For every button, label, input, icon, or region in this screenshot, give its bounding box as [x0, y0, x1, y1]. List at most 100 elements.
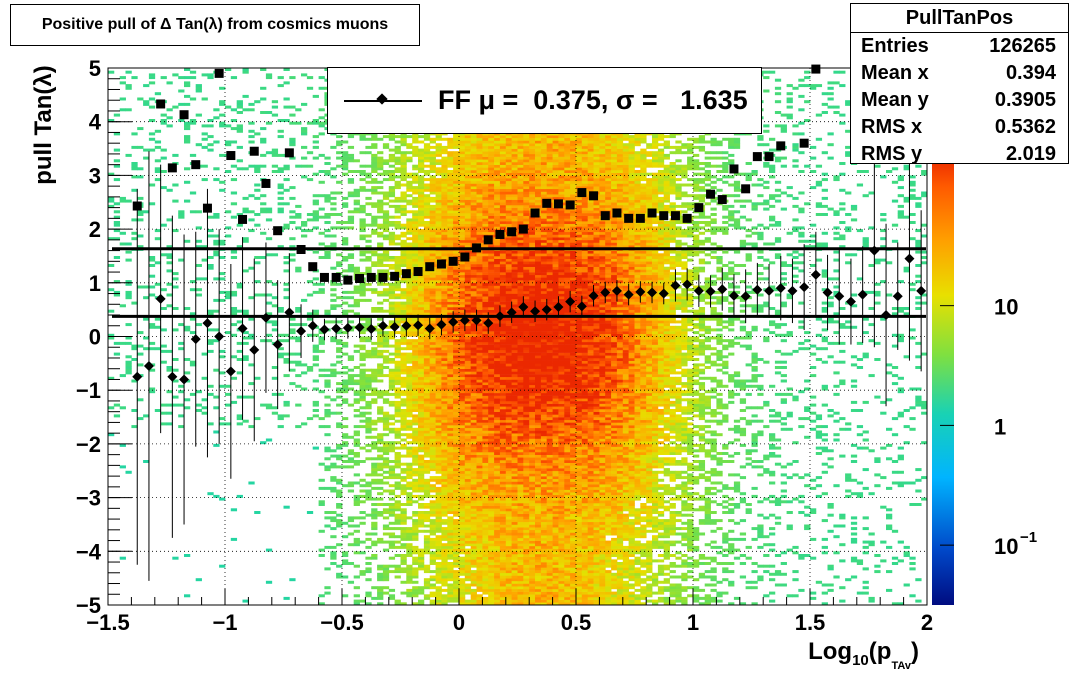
heatmap-cell: [447, 298, 454, 302]
heatmap-cell: [277, 119, 284, 122]
heatmap-cell: [377, 226, 384, 230]
heatmap-cell: [400, 137, 407, 141]
heatmap-cell: [400, 234, 407, 238]
heatmap-cell: [453, 250, 460, 254]
heatmap-cell: [377, 162, 384, 165]
heatmap-cell: [476, 390, 483, 394]
heatmap-cell: [184, 325, 191, 329]
heatmap-cell: [265, 210, 273, 214]
heatmap-cell: [459, 473, 466, 477]
heatmap-cell: [423, 194, 431, 198]
heatmap-cell: [371, 170, 378, 173]
heatmap-cell: [353, 443, 360, 447]
heatmap-cell: [435, 178, 442, 182]
heatmap-cell: [476, 484, 483, 488]
heatmap-cell: [371, 540, 378, 544]
heatmap-cell: [488, 403, 495, 407]
heatmap-cell: [318, 486, 325, 490]
heatmap-cell: [400, 508, 407, 512]
heatmap-cell: [494, 392, 501, 396]
heatmap-cell: [423, 258, 431, 262]
heatmap-cell: [353, 207, 360, 211]
heatmap-cell: [406, 156, 413, 160]
heatmap-cell: [248, 210, 255, 214]
heatmap-cell: [494, 476, 501, 480]
heatmap-cell: [236, 371, 243, 375]
heatmap-cell: [324, 379, 331, 383]
heatmap-cell: [482, 460, 489, 463]
heatmap-cell: [418, 148, 425, 152]
heatmap-cell: [418, 156, 425, 160]
heatmap-cell: [254, 511, 261, 514]
heatmap-cell: [494, 170, 501, 173]
heatmap-cell: [388, 223, 396, 227]
heatmap-cell: [113, 113, 121, 117]
heatmap-cell: [148, 256, 156, 259]
heatmap-cell: [377, 282, 384, 286]
heatmap-cell: [119, 231, 126, 235]
heatmap-cell: [242, 309, 249, 313]
heatmap-cell: [447, 143, 454, 147]
heatmap-cell: [470, 409, 477, 412]
heatmap-cell: [488, 347, 495, 351]
heatmap-cell: [441, 551, 448, 555]
heatmap-cell: [160, 328, 167, 332]
heatmap-cell: [464, 532, 472, 536]
heatmap-cell: [488, 349, 495, 353]
heatmap-cell: [248, 336, 255, 340]
heatmap-cell: [353, 349, 360, 353]
heatmap-cell: [470, 527, 477, 531]
heatmap-cell: [347, 215, 355, 219]
heatmap-cell: [394, 312, 401, 316]
heatmap-cell: [131, 344, 138, 348]
heatmap-cell: [488, 596, 495, 600]
heatmap-cell: [353, 304, 360, 308]
heatmap-cell: [488, 556, 495, 560]
heatmap-cell: [488, 452, 495, 455]
heatmap-cell: [283, 97, 290, 101]
heatmap-cell: [464, 564, 472, 568]
heatmap-cell: [459, 468, 466, 472]
heatmap-cell: [388, 159, 396, 163]
heatmap-cell: [447, 341, 454, 345]
heatmap-cell: [353, 497, 360, 501]
heatmap-cell: [371, 156, 378, 160]
heatmap-cell: [166, 218, 173, 222]
heatmap-cell: [418, 548, 425, 552]
heatmap-cell: [441, 594, 448, 598]
heatmap-cell: [412, 188, 419, 192]
heatmap-cell: [459, 489, 466, 493]
heatmap-cell: [476, 360, 483, 364]
heatmap-cell: [447, 457, 454, 461]
heatmap-cell: [464, 521, 472, 525]
heatmap-cell: [482, 511, 489, 514]
heatmap-cell: [412, 468, 419, 472]
heatmap-cell: [464, 465, 472, 469]
heatmap-cell: [435, 521, 442, 525]
heatmap-cell: [137, 213, 144, 216]
heatmap-cell: [488, 172, 495, 176]
heatmap-cell: [324, 465, 331, 469]
heatmap-cell: [482, 443, 489, 447]
heatmap-cell: [453, 183, 460, 187]
heatmap-cell: [365, 400, 372, 404]
heatmap-cell: [482, 478, 489, 482]
heatmap-cell: [482, 519, 489, 523]
heatmap-cell: [400, 223, 407, 227]
heatmap-cell: [470, 323, 477, 327]
heatmap-cell: [494, 562, 501, 565]
heatmap-cell: [447, 387, 454, 391]
heatmap-cell: [365, 258, 372, 262]
heatmap-cell: [418, 516, 425, 520]
heatmap-cell: [482, 215, 489, 219]
heatmap-cell: [388, 392, 396, 396]
heatmap-cell: [482, 492, 489, 496]
heatmap-cell: [225, 392, 232, 396]
heatmap-cell: [482, 183, 489, 187]
heatmap-cell: [265, 320, 273, 324]
heatmap-cell: [429, 280, 436, 284]
heatmap-cell: [453, 242, 460, 246]
heatmap-cell: [342, 140, 349, 144]
heatmap-cell: [447, 371, 454, 375]
heatmap-cell: [359, 384, 366, 388]
